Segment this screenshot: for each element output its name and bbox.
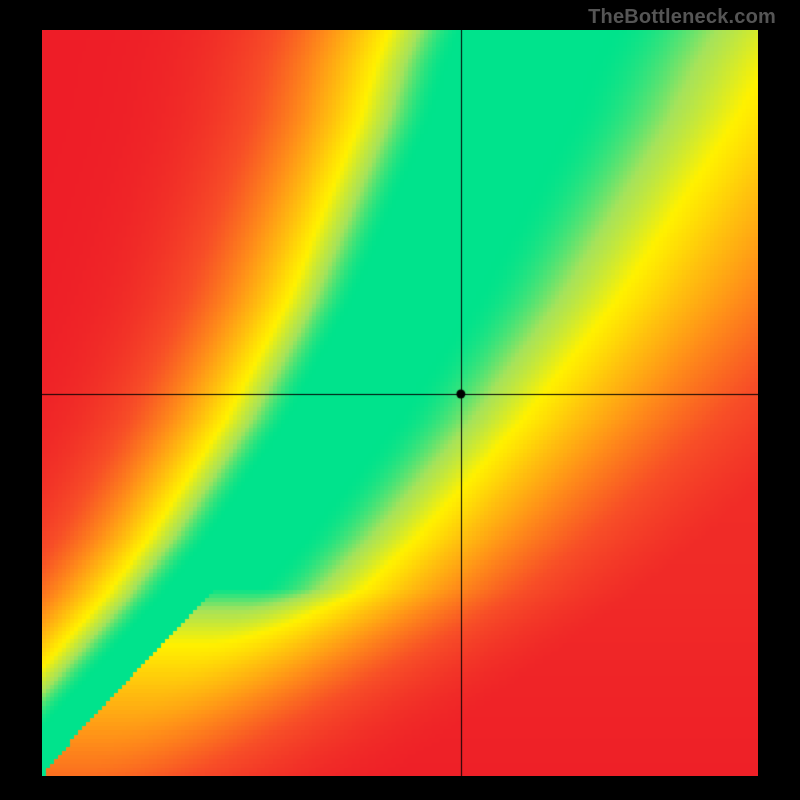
watermark-text: TheBottleneck.com: [588, 6, 776, 29]
chart-container: TheBottleneck.com: [0, 0, 800, 800]
bottleneck-heatmap: [42, 30, 758, 776]
